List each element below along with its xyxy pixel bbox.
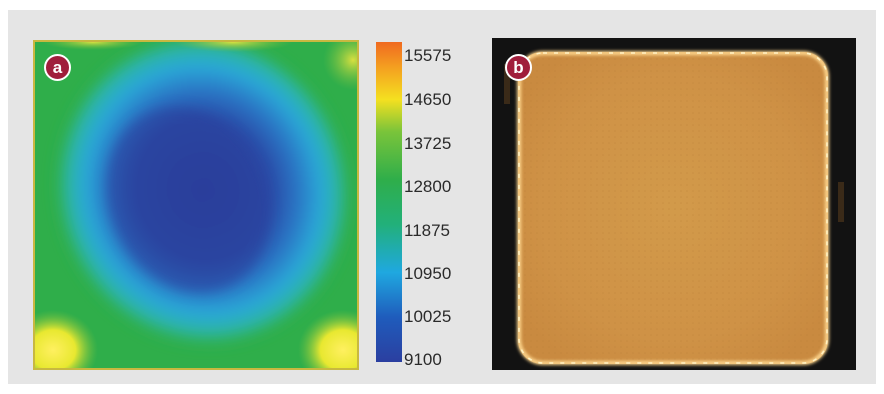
panel-b-badge: b [505,54,532,81]
colorbar-tick: 11875 [404,221,451,240]
heatmap-image [33,40,359,370]
colorbar-tick: 15575 [404,46,452,65]
colorbar [376,42,402,362]
colorbar-tick: 10025 [404,307,452,326]
colorbar-tick: 12800 [404,177,452,196]
colorbar-tick: 9100 [404,350,442,369]
heatmap-panel [33,40,359,370]
panel-a-badge: a [44,54,71,81]
colorbar-gradient [376,42,402,362]
colorbar-tick: 10950 [404,264,452,283]
led-panel-image [492,38,856,370]
led-panel-photo [492,38,856,370]
colorbar-tick: 13725 [404,134,452,153]
colorbar-tick: 14650 [404,90,452,109]
